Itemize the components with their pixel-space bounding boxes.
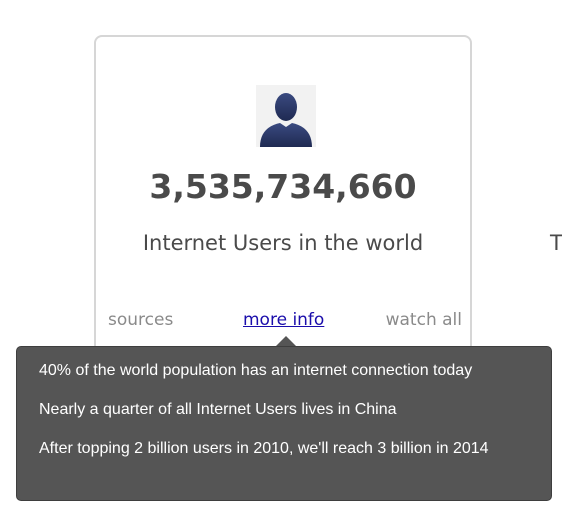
more-info-link[interactable]: more info bbox=[243, 310, 325, 330]
sources-link[interactable]: sources bbox=[108, 310, 174, 330]
tooltip-line: 40% of the world population has an inter… bbox=[39, 362, 473, 379]
user-silhouette-icon bbox=[256, 85, 316, 147]
next-card-title-fragment: T bbox=[550, 231, 562, 255]
tooltip-arrow bbox=[276, 336, 296, 346]
tooltip-line: After topping 2 billion users in 2010, w… bbox=[39, 440, 489, 457]
internet-users-count: 3,535,734,660 bbox=[149, 167, 417, 206]
more-info-tooltip: 40% of the world population has an inter… bbox=[16, 346, 552, 501]
tooltip-line: Nearly a quarter of all Internet Users l… bbox=[39, 401, 397, 418]
watch-all-link[interactable]: watch all bbox=[385, 310, 462, 330]
stat-caption: Internet Users in the world bbox=[142, 231, 424, 255]
stat-card: 3,535,734,660 Internet Users in the worl… bbox=[94, 35, 472, 395]
card-links: sources more info watch all bbox=[108, 310, 462, 334]
